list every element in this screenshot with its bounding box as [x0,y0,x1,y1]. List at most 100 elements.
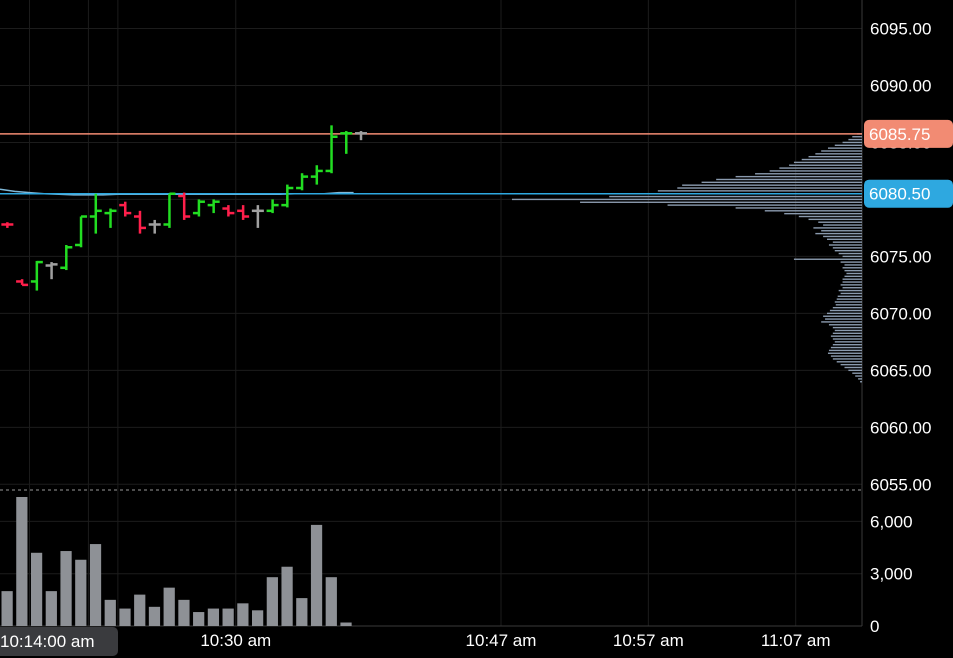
ohlc-bar [237,205,250,220]
volume-profile-row [821,150,862,152]
volume-bar [325,577,337,626]
volume-bar [104,599,116,626]
volume-bar [75,559,87,626]
volume-profile-row [657,190,862,192]
ohlc-bar [355,131,368,141]
ohlc-bar [192,199,205,217]
vwap-line-group [0,188,862,196]
volume-bar [340,622,352,626]
volume-axis[interactable]: 6,000 3,000 0 [870,512,913,636]
volume-profile-row [842,255,862,258]
volume-profile-row [834,249,862,252]
volume-bar [310,524,323,626]
volume-profile-row [701,181,862,184]
ohlc-bar [325,125,338,174]
ohlc-bar [178,192,191,220]
time-tick-label: 11:07 am [761,631,831,650]
volume-profile-row [580,201,862,203]
ohlc-bar [119,201,132,217]
price-badges: 6085.75 6080.50 [864,119,953,208]
volume-profile-row [852,136,862,138]
ohlc-bar [222,205,235,217]
volume-profile-row [755,173,862,175]
ohlc-bar [310,165,323,185]
volume-profile-row [836,361,862,363]
ohlc-bar [1,222,14,228]
volume-profile-row [801,158,862,161]
volume-profile [512,133,862,383]
volume-profile-row [682,184,862,186]
volume-profile-row [828,324,862,326]
ohlc-bar [104,208,117,228]
ohlc-bar [30,260,43,291]
volume-bar [1,591,13,626]
volume-profile-row [844,269,862,272]
volume-profile-row [840,292,862,295]
ohlc-bar [163,192,176,228]
volume-profile-row [846,272,862,275]
volume-profile-row [827,312,862,315]
volume-profile-row [779,167,862,169]
volume-profile-row [858,378,862,380]
volume-profile-row [836,298,862,300]
volume-profile-row [840,261,862,263]
volume-profile-row [827,238,862,241]
grid [0,0,863,627]
volume-profile-row [769,170,862,172]
volume-profile-row [830,355,862,357]
volume-profile-row [825,318,862,320]
volume-profile-row [823,315,862,317]
volume-bar [134,594,146,626]
volume-bar [89,544,102,626]
ohlc-bar [148,219,161,234]
ohlc-bar [89,193,102,234]
crosshair-time-label: 10:14:00 am [0,632,95,651]
volume-profile-row [609,195,862,198]
volume-profile-row [832,338,862,340]
volume-bar [45,591,57,626]
volume-profile-row [823,235,862,238]
volume-tick-label: 3,000 [870,565,913,584]
volume-bar [207,608,220,626]
volume-bar [266,577,278,626]
ohlc-bar [251,205,264,228]
time-axis[interactable]: 10:30 am 10:47 am 10:57 am 11:07 am 10:14:00… [0,627,831,656]
ohlc-bar [16,279,29,287]
volume-profile-row [840,363,862,366]
volume-profile-row [844,275,862,278]
volume-bar [178,599,190,626]
volume-profile-row [828,244,862,246]
volume-profile-row [667,204,862,206]
price-tick-label: 6055.00 [870,475,931,494]
volume-bar [296,598,308,626]
volume-profile-row [837,295,862,297]
volume-bar [119,608,131,626]
volume-profile-row [808,155,862,158]
time-tick-label: 10:57 am [613,631,684,650]
volume-profile-row [793,161,862,164]
volume-profile-row [844,366,862,369]
crosshair-time-bg [0,627,118,656]
volume-profile-row [840,284,862,286]
volume-profile-row [827,147,862,149]
time-tick-label: 10:47 am [466,631,537,650]
volume-profile-row [834,341,862,343]
volume-profile-row [848,369,862,372]
volume-bar [60,551,72,626]
volume-profile-row [834,144,862,146]
volume-profile-row [860,381,862,383]
volume-profile-row [835,304,862,306]
volume-profile-row [838,252,862,255]
volume-profile-row [848,138,862,141]
volume-tick-label: 6,000 [870,512,913,531]
volume-profile-row [828,349,862,352]
volume-profile-row [834,329,862,332]
price-axis[interactable]: 6095.006090.006085.006080.006075.006070.… [870,19,931,494]
volume-profile-row [735,207,862,209]
price-tick-label: 6060.00 [870,418,931,437]
last-price-badge-label: 6085.75 [869,125,930,144]
volume-profile-row [815,153,862,155]
ohlc-bar [207,199,220,214]
ohlc-bar [340,131,353,154]
